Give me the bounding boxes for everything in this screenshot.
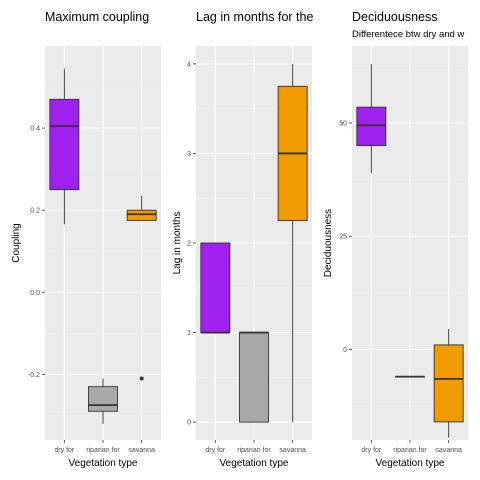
panel-1-title: Maximum coupling [45, 10, 149, 24]
panel-1-x-label: Vegetation type [69, 458, 138, 469]
x-tick-label: savanna [279, 447, 306, 454]
box-2 [395, 375, 425, 378]
box-body [88, 386, 118, 412]
panel-1-y-axis: -0.2 0.0 0.2 0.4 [28, 126, 45, 379]
x-tick-label: riparian for [237, 447, 271, 454]
box-body [49, 98, 80, 191]
box-body [239, 332, 269, 423]
box-3 [433, 329, 464, 438]
x-tick-label: riparian for [86, 447, 120, 454]
panel-deciduousness: Deciduousness Differentece btw dry and w… [323, 10, 468, 469]
y-tick-label: 50 [339, 120, 347, 127]
y-tick-label: 0.0 [30, 290, 40, 297]
box-body [200, 242, 231, 333]
y-tick-label: 0 [343, 347, 347, 354]
panel-1-x-axis: dry for riparian for savanna [54, 440, 155, 454]
panel-2-y-axis: 0 1 2 3 4 [187, 61, 196, 427]
x-tick-label: dry for [361, 447, 382, 454]
outlier-point [139, 376, 144, 381]
panel-3-x-axis: dry for riparian for savanna [361, 440, 462, 454]
y-tick-label: 0 [187, 420, 191, 427]
box-3 [126, 195, 157, 381]
box-body [433, 344, 464, 423]
panel-3-y-axis: 0 25 50 [339, 120, 352, 354]
box-1 [200, 242, 231, 334]
panel-1-boxes [49, 68, 157, 424]
panel-max-coupling: Maximum coupling -0.2 0.0 0.2 0.4 dry for ri… [11, 10, 161, 469]
y-tick-label: 2 [187, 241, 191, 248]
panel-2-boxes [200, 63, 308, 423]
x-tick-label: dry for [205, 447, 226, 454]
y-tick-label: 0.2 [30, 208, 40, 215]
panel-2-y-label: Lag in months [172, 212, 183, 275]
x-tick-label: savanna [128, 447, 155, 454]
panel-3-y-label: Deciduousness [323, 209, 334, 277]
y-tick-label: 3 [187, 151, 191, 158]
panel-3-gridlines [352, 46, 468, 440]
panel-3-title: Deciduousness [352, 10, 437, 24]
panel-3-x-label: Vegetation type [376, 458, 445, 469]
y-tick-label: 4 [187, 61, 191, 68]
panel-2-x-axis: dry for riparian for savanna [205, 440, 306, 454]
box-1 [49, 68, 80, 225]
y-tick-label: 0.4 [30, 126, 40, 133]
y-tick-label: 25 [339, 234, 347, 241]
box-2 [88, 378, 118, 424]
panel-2-title: Lag in months for the [196, 10, 313, 24]
y-tick-label: -0.2 [28, 372, 40, 379]
panel-2-x-label: Vegetation type [220, 458, 289, 469]
panel-lag-months: Lag in months for the 0 1 2 3 4 dry for ripar… [172, 10, 313, 469]
panel-3-subtitle: Differentece btw dry and w [352, 29, 464, 40]
box-3 [277, 63, 308, 423]
x-tick-label: riparian for [393, 447, 427, 454]
x-tick-label: savanna [435, 447, 462, 454]
panel-1-y-label: Coupling [11, 223, 22, 262]
x-tick-label: dry for [54, 447, 75, 454]
box-body [356, 106, 387, 147]
box-2 [239, 331, 269, 423]
panel-3-boxes [356, 64, 464, 438]
y-tick-label: 1 [187, 330, 191, 337]
box-1 [356, 64, 387, 173]
box-body [126, 209, 157, 221]
